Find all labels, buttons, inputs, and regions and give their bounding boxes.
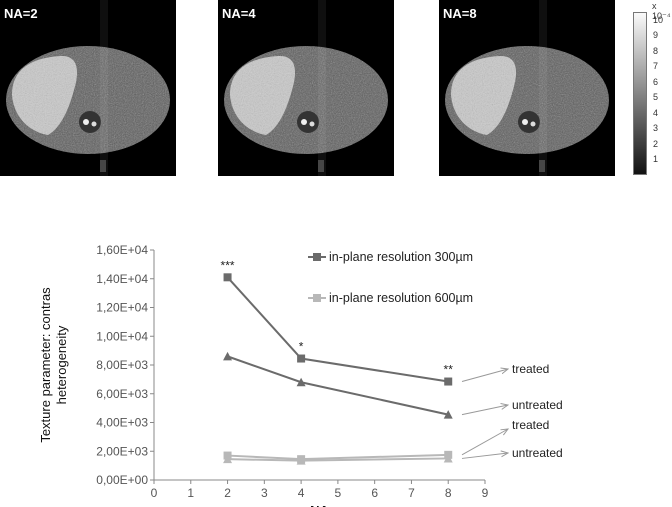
y-tick-label: 6,00E+03 (96, 387, 148, 401)
legend-marker (313, 294, 321, 302)
y-tick-label: 4,00E+03 (96, 416, 148, 430)
mri-body (6, 46, 170, 154)
y-tick-label: 1,60E+04 (96, 243, 148, 257)
colorbar-tick-label: 3 (653, 123, 659, 134)
mri-spine-bright-2 (530, 121, 536, 127)
y-axis-title: heterogeneity (54, 325, 69, 404)
annotation-arrow (461, 453, 508, 459)
mri-panel-na4: NA=4 (218, 0, 394, 176)
annotation-label: treated (512, 362, 549, 376)
x-tick-label: 1 (187, 486, 194, 500)
mri-image-na4 (224, 0, 388, 176)
mri-artifact (318, 0, 326, 176)
data-point-square (223, 273, 232, 282)
mri-spine (79, 111, 101, 133)
mri-spine-bright-1 (83, 119, 89, 125)
x-tick-label: 4 (298, 486, 305, 500)
data-point-square (444, 377, 453, 386)
x-tick-label: 5 (335, 486, 342, 500)
annotation-label: untreated (512, 398, 563, 412)
y-tick-label: 2,00E+03 (96, 444, 148, 458)
annotation-arrow (461, 369, 508, 383)
y-tick-label: 1,40E+04 (96, 272, 148, 286)
legend-label: in-plane resolution 600µm (329, 291, 473, 305)
texture-chart: 0,00E+00 2,00E+03 4,00E+03 6,00E+03 8,00E+03… (38, 243, 563, 507)
x-tick-label: 3 (261, 486, 268, 500)
mri-spine-bright-2 (309, 121, 315, 127)
mri-spine (518, 111, 540, 133)
data-point-square (297, 354, 306, 363)
mri-artifact-bottom (539, 160, 545, 172)
data-point-triangle (223, 351, 233, 361)
legend-marker (313, 253, 321, 261)
mri-image-na2 (6, 0, 170, 176)
y-tick-label: 1,20E+04 (96, 301, 148, 315)
data-point-triangle (443, 453, 453, 463)
chart-axes: 0,00E+00 2,00E+03 4,00E+03 6,00E+03 8,00E+03… (38, 243, 489, 507)
x-tick-label: 7 (408, 486, 415, 500)
mri-spine-bright-2 (91, 121, 97, 127)
panel-label-na8: NA=8 (443, 6, 477, 21)
x-tick-label: 8 (445, 486, 452, 500)
y-tick-label: 0,00E+00 (96, 473, 148, 487)
mri-artifact (100, 0, 108, 176)
data-point-triangle (296, 377, 306, 387)
significance-marker: *** (221, 258, 235, 272)
mri-liver-texture (451, 55, 517, 135)
mri-liver-texture (12, 55, 78, 135)
colorbar-tick-label: 1 (653, 154, 659, 165)
mri-spine-bright-1 (522, 119, 528, 125)
colorbar-tick-label: 10 (653, 14, 664, 25)
data-point-triangle (443, 410, 453, 419)
mri-liver-texture (230, 55, 296, 135)
x-axis-title: NA (310, 503, 329, 507)
colorbar-tick-label: 2 (653, 138, 659, 149)
colorbar: 10 9 8 7 6 5 4 3 2 1 (633, 12, 663, 175)
x-tick-label: 6 (371, 486, 378, 500)
mri-artifact-bottom (318, 160, 324, 172)
mri-spine (297, 111, 319, 133)
panel-label-na4: NA=4 (222, 6, 256, 21)
y-tick-label: 1,00E+04 (96, 329, 148, 343)
x-tick-label: 2 (224, 486, 231, 500)
legend-label: in-plane resolution 300µm (329, 250, 473, 264)
y-tick-label: 8,00E+03 (96, 358, 148, 372)
colorbar-tick-label: 5 (653, 92, 659, 103)
mri-artifact (539, 0, 547, 176)
colorbar-exponent: x 10⁻⁴ (652, 1, 671, 21)
mri-panel-na2: NA=2 (0, 0, 176, 176)
colorbar-gradient (633, 12, 647, 175)
colorbar-tick-label: 4 (653, 107, 659, 118)
mri-artifact-bottom (100, 160, 106, 172)
annotation-label: treated (512, 418, 549, 432)
mri-body (224, 46, 388, 154)
y-axis-title: Texture parameter: contras (38, 287, 53, 443)
chart-series (223, 273, 453, 465)
panel-label-na2: NA=2 (4, 6, 38, 21)
x-tick-label: 9 (482, 486, 489, 500)
colorbar-tick-label: 8 (653, 45, 659, 56)
data-point-triangle (296, 456, 306, 465)
mri-body (445, 46, 609, 154)
mri-image-na8 (445, 0, 609, 176)
annotation-arrow (461, 429, 508, 456)
colorbar-tick-label: 9 (653, 30, 659, 41)
x-tick-label: 0 (151, 486, 158, 500)
colorbar-tick-label: 7 (653, 61, 659, 72)
significance-marker: * (299, 340, 304, 354)
mri-panel-na8: NA=8 (439, 0, 615, 176)
annotation-arrow (461, 405, 508, 416)
annotation-label: untreated (512, 446, 563, 460)
data-point-triangle (223, 454, 233, 464)
mri-spine-bright-1 (301, 119, 307, 125)
significance-marker: ** (444, 363, 454, 377)
chart-legend: in-plane resolution 300µm in-plane resolu… (308, 250, 473, 305)
colorbar-tick-label: 6 (653, 76, 659, 87)
